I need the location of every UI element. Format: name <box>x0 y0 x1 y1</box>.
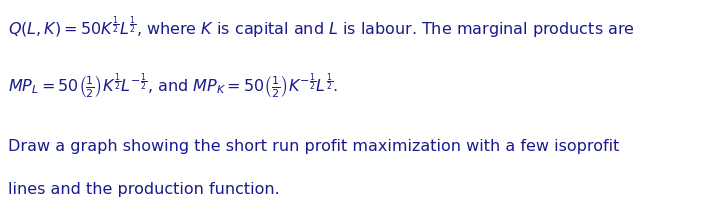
Text: Draw a graph showing the short run profit maximization with a few isoprofit: Draw a graph showing the short run profi… <box>8 139 620 154</box>
Text: $MP_L = 50\left(\frac{1}{2}\right)K^{\frac{1}{2}}L^{-\frac{1}{2}}$, and $MP_K = : $MP_L = 50\left(\frac{1}{2}\right)K^{\fr… <box>8 71 339 101</box>
Text: lines and the production function.: lines and the production function. <box>8 182 280 197</box>
Text: $Q(L,K) = 50K^{\frac{1}{2}}L^{\frac{1}{2}}$, where $K$ is capital and $L$ is lab: $Q(L,K) = 50K^{\frac{1}{2}}L^{\frac{1}{2… <box>8 15 636 41</box>
